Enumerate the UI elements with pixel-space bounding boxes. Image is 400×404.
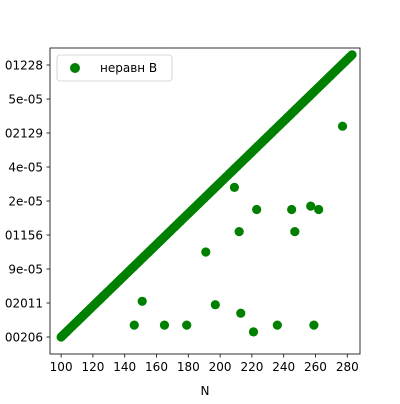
x-tick-label: 100 <box>50 360 73 374</box>
data-point-outlier <box>337 121 348 131</box>
data-point-outlier <box>248 327 259 337</box>
x-tick-label: 180 <box>177 360 200 374</box>
y-tick-label: 02129 <box>5 127 43 141</box>
x-tick-label: 240 <box>272 360 295 374</box>
data-points <box>56 50 357 342</box>
data-point-outlier <box>129 320 139 330</box>
y-tick-label: 5e-05 <box>8 93 43 107</box>
y-tick-label: 9e-05 <box>8 263 43 277</box>
data-point-outlier <box>201 247 211 257</box>
data-point-outlier <box>182 320 192 330</box>
data-point-outlier <box>252 204 262 215</box>
data-point-outlier <box>287 204 297 215</box>
y-tick-label: 4e-05 <box>8 161 43 175</box>
x-axis-ticks: 100 120 140 160 180 200 220 240 260 280 <box>50 354 359 374</box>
x-tick-label: 140 <box>113 360 136 374</box>
x-tick-label: 160 <box>145 360 168 374</box>
x-tick-label: 220 <box>240 360 263 374</box>
x-tick-label: 200 <box>209 360 232 374</box>
y-tick-label: 2e-05 <box>8 195 43 209</box>
y-tick-label: 00206 <box>5 331 43 345</box>
data-point-outlier <box>272 320 282 330</box>
data-point-outlier <box>309 320 319 330</box>
legend-marker <box>70 63 80 73</box>
data-point-outlier <box>159 320 170 330</box>
data-point-outlier <box>210 300 220 310</box>
y-tick-label: 01228 <box>5 59 43 73</box>
data-point-outlier <box>306 201 316 211</box>
y-axis-ticks: 00206 02011 9e-05 01156 2e-05 4e-05 02129 5e-05… <box>5 59 50 345</box>
x-tick-label: 280 <box>336 360 359 374</box>
x-tick-label: 120 <box>81 360 104 374</box>
y-tick-label: 01156 <box>5 229 43 243</box>
data-point-outlier <box>290 227 300 237</box>
legend-entry-label: неравн B <box>100 61 157 75</box>
data-point-outlier <box>234 227 244 237</box>
x-axis-label: N <box>201 384 210 398</box>
data-point-outlier <box>236 308 246 318</box>
y-tick-label: 02011 <box>5 297 43 311</box>
data-point-outlier <box>314 204 324 215</box>
legend: неравн B <box>56 54 173 82</box>
data-point <box>347 50 357 60</box>
data-point-outlier <box>229 182 240 192</box>
data-point-outlier <box>137 296 147 306</box>
legend-box <box>56 54 173 82</box>
x-tick-label: 260 <box>304 360 327 374</box>
